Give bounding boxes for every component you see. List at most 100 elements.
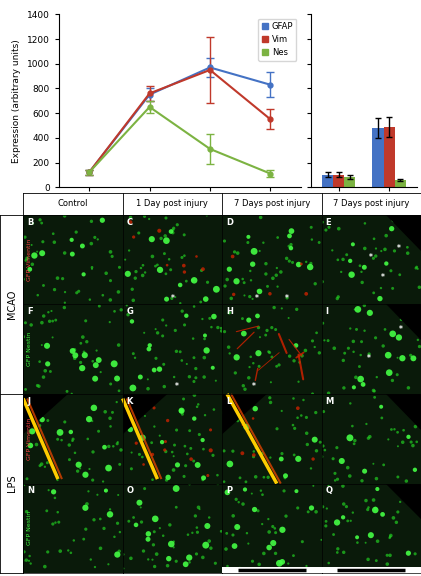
Point [385, 435, 392, 444]
Point [226, 264, 233, 274]
Text: C: C [127, 218, 133, 226]
Point [117, 528, 123, 537]
Point [156, 365, 163, 374]
Point [191, 302, 197, 311]
Point [229, 252, 236, 261]
Point [141, 212, 148, 221]
Point [107, 505, 113, 514]
Point [103, 268, 109, 278]
Point [270, 539, 277, 548]
Point [384, 559, 391, 569]
Text: F: F [27, 307, 33, 316]
Point [179, 306, 186, 316]
Point [114, 374, 120, 383]
Point [196, 430, 203, 439]
Point [169, 448, 176, 457]
Point [286, 232, 293, 241]
Point [278, 454, 285, 464]
Point [353, 325, 360, 334]
Point [272, 528, 279, 537]
Point [303, 413, 310, 422]
Point [323, 517, 330, 526]
Point [394, 442, 401, 451]
Point [129, 285, 136, 294]
Point [381, 245, 388, 254]
Point [256, 332, 263, 342]
Point [383, 231, 389, 240]
Point [180, 395, 187, 404]
Point [160, 360, 167, 369]
Point [341, 499, 347, 509]
Point [246, 292, 253, 301]
Point [48, 306, 55, 316]
Point [114, 518, 121, 528]
Point [295, 454, 301, 464]
Point [166, 255, 173, 264]
Point [408, 437, 415, 446]
Point [35, 290, 41, 300]
Point [22, 256, 29, 265]
Point [69, 346, 76, 355]
Point [71, 354, 78, 363]
Point [92, 374, 99, 383]
Point [249, 566, 256, 575]
Point [347, 516, 354, 525]
Point [145, 384, 152, 393]
Point [361, 326, 368, 335]
Point [130, 349, 137, 358]
Point [237, 473, 243, 483]
Bar [394, 180, 406, 187]
Point [57, 428, 64, 437]
Point [241, 278, 248, 287]
Point [326, 567, 333, 576]
Text: GFP Nestin: GFP Nestin [27, 511, 32, 545]
Point [235, 414, 242, 423]
Point [161, 445, 168, 454]
Point [174, 460, 181, 469]
Point [191, 414, 197, 423]
Point [412, 550, 418, 559]
Point [111, 307, 118, 316]
Point [412, 422, 419, 431]
Text: 7 Days post injury: 7 Days post injury [234, 199, 310, 209]
Point [107, 510, 113, 519]
Point [89, 263, 96, 272]
Point [373, 252, 379, 261]
Point [356, 362, 363, 371]
Point [370, 288, 377, 297]
Bar [333, 175, 344, 187]
Point [365, 555, 371, 564]
Text: G: G [127, 307, 133, 316]
Point [42, 462, 48, 471]
Point [88, 217, 95, 226]
Point [22, 318, 29, 327]
Point [38, 460, 45, 469]
Point [282, 511, 289, 521]
Point [226, 308, 233, 317]
Point [330, 530, 337, 539]
Point [151, 527, 157, 536]
Point [163, 447, 169, 456]
Point [258, 486, 264, 495]
Point [101, 442, 108, 452]
Point [370, 253, 377, 263]
Point [132, 274, 139, 283]
Point [319, 319, 326, 328]
Point [24, 474, 30, 483]
Point [271, 303, 277, 312]
Point [96, 301, 103, 310]
Point [190, 456, 197, 465]
Point [272, 549, 279, 558]
Point [21, 547, 27, 556]
Point [90, 448, 96, 457]
Point [159, 438, 165, 447]
Point [120, 406, 126, 415]
Point [267, 378, 274, 387]
Text: O: O [127, 486, 133, 495]
Point [127, 425, 134, 434]
Point [322, 225, 329, 234]
Point [66, 441, 73, 450]
Point [162, 437, 169, 446]
Point [389, 284, 396, 293]
Point [357, 261, 363, 270]
